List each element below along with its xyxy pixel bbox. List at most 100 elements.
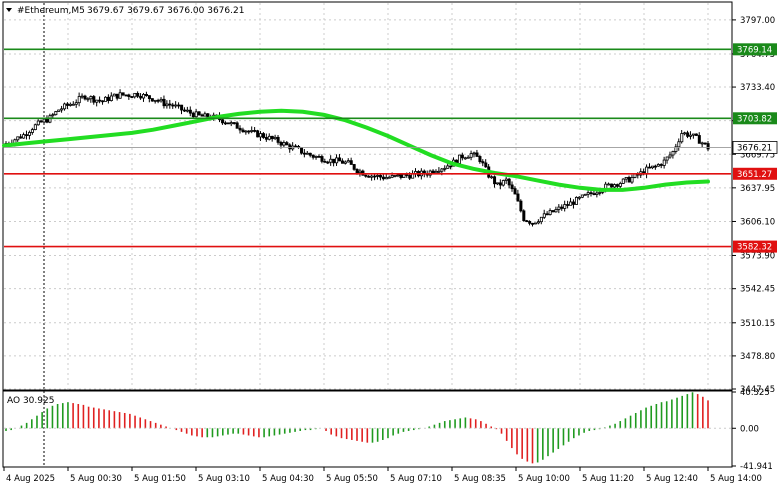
candle-body <box>16 136 20 141</box>
candle-body <box>282 142 286 146</box>
candle-body <box>566 204 570 206</box>
candle-body <box>478 156 482 163</box>
candle-body <box>200 114 204 117</box>
candle-body <box>689 134 693 137</box>
candle-body <box>668 154 672 158</box>
candle-body <box>60 108 64 111</box>
candle-body <box>285 142 289 146</box>
level-tag-resistance <box>733 43 777 56</box>
candle-body <box>74 102 78 105</box>
candle-body <box>121 92 125 96</box>
candle-body <box>551 210 555 213</box>
candle-body <box>656 164 660 167</box>
x-tick-label: 5 Aug 14:00 <box>710 474 762 484</box>
horizontal-levels[interactable] <box>4 48 731 248</box>
candle-body <box>115 93 119 99</box>
candle-body <box>326 161 330 164</box>
candle-body <box>557 206 561 210</box>
candle-body <box>677 141 681 148</box>
candle-body <box>607 183 611 186</box>
symbol-label: #Ethereum,M5 <box>17 6 85 16</box>
x-tick-label: 5 Aug 00:30 <box>70 474 122 484</box>
candle-body <box>495 182 499 185</box>
candle-body <box>267 135 271 140</box>
x-tick-label: 5 Aug 04:30 <box>262 474 314 484</box>
candle-body <box>516 193 520 202</box>
candle-body <box>408 175 412 179</box>
candle-body <box>63 103 67 110</box>
candle-body <box>651 165 655 169</box>
candle-body <box>376 175 380 177</box>
candle-body <box>71 103 75 106</box>
candle-body <box>144 94 148 97</box>
candle-body <box>270 135 274 140</box>
candle-body <box>165 103 169 107</box>
candle-body <box>66 103 70 106</box>
x-tick-label: 4 Aug 2025 <box>6 474 55 484</box>
candle-body <box>264 137 268 140</box>
candle-body <box>124 94 128 97</box>
price-panel[interactable] <box>2 1 733 467</box>
level-tag-support <box>733 167 777 180</box>
candle-body <box>159 98 163 102</box>
candle-body <box>475 152 479 157</box>
ao-histogram <box>5 392 709 464</box>
candle-body <box>177 104 181 107</box>
x-tick-label: 5 Aug 11:20 <box>582 474 634 484</box>
candle-body <box>694 133 698 136</box>
candle-body <box>147 95 151 99</box>
candle-body <box>522 210 526 222</box>
candle-body <box>691 133 695 136</box>
candle-body <box>402 173 406 178</box>
candle-body <box>463 157 467 160</box>
candle-body <box>77 96 81 104</box>
candle-body <box>191 112 195 118</box>
ao-indicator-panel[interactable]: AO 30.925 <box>2 390 733 468</box>
candle-body <box>51 114 55 117</box>
candle-body <box>305 152 309 155</box>
candle-body <box>507 178 511 186</box>
candle-body <box>308 152 312 156</box>
candle-body <box>437 170 441 173</box>
y-tick-label: 3447.45 <box>740 385 775 395</box>
candlestick-series <box>4 89 710 227</box>
triangle-down-icon[interactable] <box>6 8 12 12</box>
candle-body <box>525 220 529 223</box>
candle-body <box>112 93 116 97</box>
candle-body <box>364 174 368 177</box>
candle-body <box>671 151 675 156</box>
candle-body <box>33 124 37 130</box>
y-tick-label: 3733.40 <box>740 83 775 93</box>
candle-body <box>490 176 494 179</box>
candle-body <box>449 165 453 168</box>
candle-body <box>399 174 403 178</box>
level-tag-label: 3769.14 <box>737 45 772 55</box>
ao-panel-frame <box>2 390 733 468</box>
candle-body <box>139 95 143 99</box>
candle-body <box>381 176 385 180</box>
candle-body <box>519 200 523 212</box>
candle-body <box>349 160 353 165</box>
ao-tick-label: -41.941 <box>740 462 773 472</box>
y-tick-label: 3478.80 <box>740 352 775 362</box>
candle-body <box>95 99 99 103</box>
candle-body <box>569 201 573 206</box>
candle-body <box>554 209 558 213</box>
candle-body <box>226 122 230 125</box>
candle-body <box>171 104 175 107</box>
candle-body <box>36 120 40 126</box>
y-tick-label: 3510.15 <box>740 319 775 329</box>
candle-body <box>250 130 254 132</box>
candle-body <box>221 119 225 124</box>
ao-tick-label: 40.325 <box>740 388 770 398</box>
ohlc-values: 3679.67 3679.67 3676.00 3676.21 <box>87 6 244 16</box>
candle-body <box>624 177 628 180</box>
candle-body <box>683 132 687 135</box>
y-tick-label: 3542.45 <box>740 285 775 295</box>
candle-body <box>434 170 438 174</box>
price-grid <box>4 3 731 390</box>
x-tick-label: 5 Aug 12:40 <box>646 474 698 484</box>
